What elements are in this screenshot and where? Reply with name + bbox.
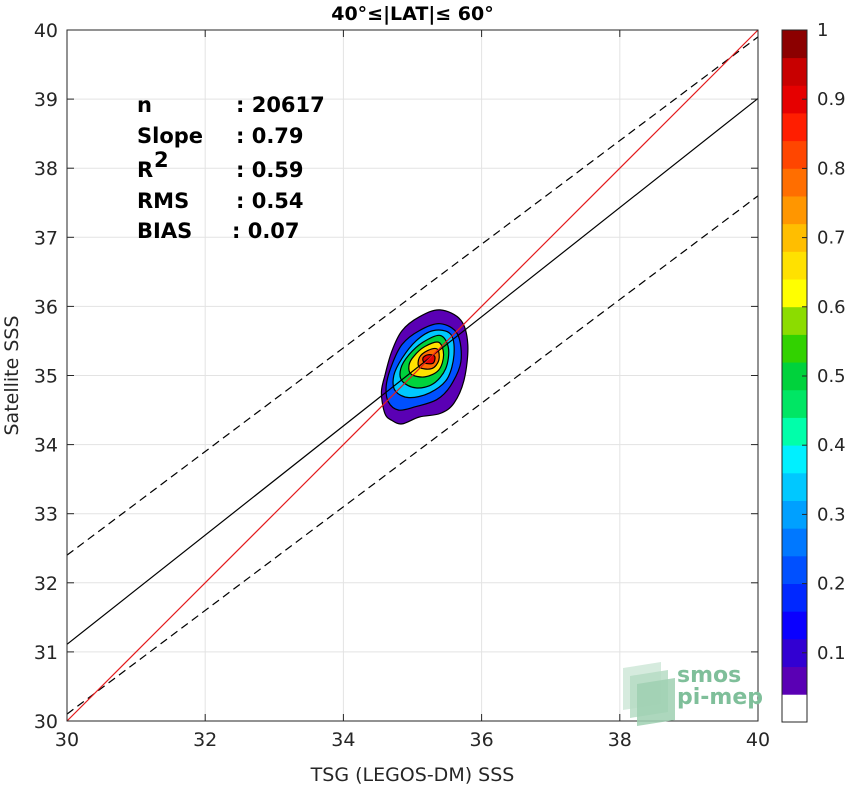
y-tick-label: 35 — [34, 366, 58, 388]
y-tick-label: 39 — [34, 89, 58, 111]
colorbar-tick-label: 0.5 — [817, 366, 846, 387]
x-tick-label: 36 — [470, 729, 494, 751]
colorbar-swatch — [782, 57, 807, 86]
stat-value: : 0.54 — [236, 189, 304, 213]
colorbar-swatch — [782, 528, 807, 557]
y-tick-label: 30 — [34, 711, 58, 733]
stats-box: n : 20617 Slope : 0.79 R 2 : 0.59 RMS : 0.54 BIAS… — [137, 93, 325, 243]
colorbar-tick-label: 0.8 — [817, 158, 846, 179]
y-tick-label: 36 — [34, 296, 58, 318]
x-tick-label: 38 — [608, 729, 632, 751]
x-tick-label: 40 — [746, 729, 770, 751]
stat-label: R — [137, 158, 153, 182]
stat-label: n — [137, 93, 152, 117]
colorbar-tick-label: 0.1 — [817, 643, 846, 664]
stat-label: BIAS — [137, 219, 192, 243]
colorbar: 0.1 0.2 0.3 0.4 0.5 0.6 0.7 0.8 0.9 1 — [781, 20, 846, 723]
y-tick-label: 37 — [34, 227, 58, 249]
y-tick-label: 40 — [34, 20, 58, 42]
regression-lines — [66, 29, 759, 722]
density-contours — [380, 309, 469, 425]
x-tick-label: 34 — [331, 729, 355, 751]
regression-fit-line — [66, 97, 759, 645]
colorbar-swatch — [782, 555, 807, 584]
x-tick-label: 30 — [55, 729, 79, 751]
colorbar-swatch — [782, 389, 807, 418]
x-axis-label: TSG (LEGOS-DM) SSS — [310, 764, 515, 786]
y-tick-label: 38 — [34, 158, 58, 180]
upper-dashed-line — [66, 36, 759, 556]
stat-label: RMS — [137, 189, 189, 213]
stat-value: : 0.79 — [236, 124, 304, 148]
x-tick-label: 32 — [193, 729, 217, 751]
colorbar-swatch — [782, 472, 807, 501]
y-axis-label: Satellite SSS — [1, 315, 23, 435]
grid — [66, 29, 759, 722]
stat-value: : 0.07 — [232, 219, 300, 243]
colorbar-tick-label: 0.3 — [817, 504, 846, 525]
colorbar-tick-label: 0.4 — [817, 435, 846, 456]
colorbar-swatch — [782, 140, 807, 169]
colorbar-swatch — [782, 611, 807, 640]
identity-line — [66, 29, 759, 722]
colorbar-swatch — [782, 168, 807, 197]
colorbar-swatch — [782, 694, 807, 723]
logo-text-smos: smos — [677, 663, 741, 688]
colorbar-swatch — [782, 113, 807, 142]
x-axis-ticks: 30 32 34 36 38 40 — [55, 30, 770, 751]
colorbar-swatch — [782, 30, 807, 59]
colorbar-tick-label: 1 — [817, 20, 828, 41]
y-tick-label: 34 — [34, 435, 58, 457]
stat-value: : 0.59 — [236, 158, 304, 182]
stat-label: Slope — [137, 124, 203, 148]
colorbar-swatch — [782, 666, 807, 695]
colorbar-tick-label: 0.6 — [817, 297, 846, 318]
stat-value: : 20617 — [236, 93, 325, 117]
colorbar-swatch — [782, 306, 807, 335]
logo-text-pi-mep: pi-mep — [677, 685, 763, 710]
y-tick-label: 31 — [34, 642, 58, 664]
colorbar-swatch — [782, 251, 807, 280]
colorbar-tick-label: 0.7 — [817, 228, 846, 249]
colorbar-swatch — [782, 417, 807, 446]
colorbar-tick-label: 0.9 — [817, 89, 846, 110]
chart-title: 40°≤|LAT|≤ 60° — [331, 3, 494, 25]
logo-panel — [637, 678, 675, 726]
colorbar-tick-label: 0.2 — [817, 574, 846, 595]
colorbar-swatch — [782, 196, 807, 225]
colorbar-swatch — [782, 445, 807, 474]
colorbar-swatch — [782, 334, 807, 363]
y-axis-ticks: 30 31 32 33 34 35 36 37 38 39 40 — [34, 20, 758, 733]
lower-dashed-line — [66, 195, 759, 715]
stat-superscript: 2 — [154, 148, 169, 172]
y-tick-label: 32 — [34, 573, 58, 595]
y-tick-label: 33 — [34, 504, 58, 526]
colorbar-swatch — [782, 279, 807, 308]
colorbar-swatch — [782, 583, 807, 612]
